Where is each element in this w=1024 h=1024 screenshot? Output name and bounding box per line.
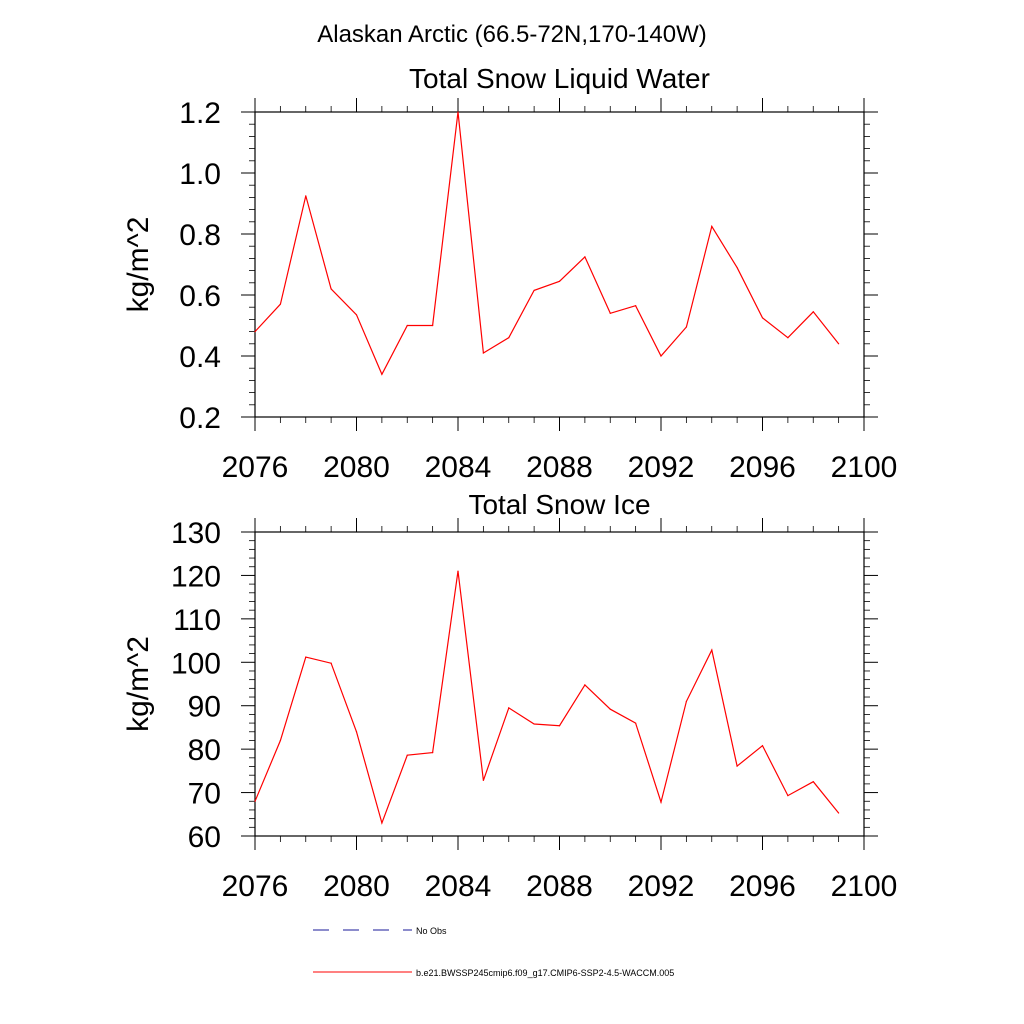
- x-tick-label: 2080: [323, 451, 390, 484]
- y-tick-label: 0.4: [179, 341, 221, 374]
- y-tick-label: 90: [188, 691, 221, 724]
- data-point: [761, 745, 764, 747]
- y-tick-label: 0.6: [179, 280, 221, 313]
- data-point: [432, 324, 434, 327]
- y-tick-label: 120: [171, 560, 221, 593]
- data-point: [254, 800, 256, 802]
- y-axis-label: kg/m^2: [122, 217, 155, 313]
- data-point: [736, 266, 738, 269]
- data-point: [635, 722, 637, 724]
- x-tick-label: 2076: [222, 870, 289, 903]
- data-point: [609, 312, 611, 314]
- chart-panel-1: Total Snow Liquid Water kg/m^2 2076 2080 208…: [122, 63, 897, 484]
- data-point: [838, 812, 840, 814]
- data-point: [660, 801, 662, 803]
- data-point: [482, 352, 484, 354]
- panels: Total Snow Liquid Water kg/m^2 2076 2080 208…: [122, 63, 897, 903]
- chart-panel-2: Total Snow Ice kg/m^2 2076 2080 2084 2088 2092…: [122, 489, 897, 903]
- data-point: [787, 795, 789, 797]
- data-point: [736, 765, 738, 767]
- x-tick-label: 2084: [425, 870, 492, 903]
- x-tick-label: 2076: [222, 451, 289, 484]
- data-point: [279, 303, 281, 305]
- series-line-1: [254, 111, 840, 376]
- data-point: [355, 314, 358, 316]
- y-tick-label: 80: [188, 734, 221, 767]
- data-point: [711, 225, 713, 227]
- x-tick-label: 2088: [526, 451, 593, 484]
- y-tick-label: 100: [171, 647, 221, 680]
- x-tick-label: 2088: [526, 870, 593, 903]
- x-tick-label: 2084: [425, 451, 492, 484]
- data-point: [584, 256, 586, 258]
- data-point: [558, 280, 561, 282]
- figure-suptitle: Alaskan Arctic (66.5-72N,170-140W): [317, 21, 707, 48]
- data-point: [305, 195, 307, 197]
- data-point: [406, 324, 408, 327]
- data-point: [533, 723, 535, 725]
- chart-title: Total Snow Ice: [468, 489, 650, 520]
- data-point: [787, 337, 789, 339]
- data-point: [584, 684, 586, 686]
- data-point: [279, 739, 281, 742]
- data-point: [508, 337, 510, 339]
- y-tick-label: 0.2: [179, 402, 221, 435]
- data-point: [660, 355, 662, 357]
- y-tick-label: 1.0: [179, 158, 221, 191]
- data-point: [685, 700, 687, 702]
- legend: No Obs b.e21.BWSSP245cmip6.f09_g17.CMIP6-…: [313, 926, 674, 978]
- plot-frame: [254, 531, 865, 837]
- data-point: [330, 662, 332, 664]
- y-tick-label: 1.2: [179, 97, 221, 130]
- series-line-1: [254, 571, 840, 825]
- y-tick-label: 60: [188, 821, 221, 854]
- data-point: [609, 708, 611, 710]
- plot-frame: [254, 111, 865, 418]
- data-point: [711, 649, 713, 651]
- legend-label-1: No Obs: [416, 926, 447, 936]
- x-tick-label: 2100: [831, 870, 898, 903]
- data-point: [406, 754, 408, 756]
- x-tick-label: 2092: [628, 451, 695, 484]
- data-point: [508, 707, 510, 709]
- data-point: [254, 331, 256, 333]
- x-tick-label: 2080: [323, 870, 390, 903]
- data-point: [482, 779, 484, 782]
- y-axis-label: kg/m^2: [122, 636, 155, 732]
- x-tick-label: 2096: [729, 451, 796, 484]
- data-point: [457, 570, 459, 572]
- data-point: [381, 822, 383, 824]
- x-tick-label: 2092: [628, 870, 695, 903]
- y-tick-label: 130: [171, 517, 221, 550]
- data-point: [355, 731, 358, 733]
- data-point: [330, 288, 332, 290]
- y-tick-label: 0.8: [179, 219, 221, 252]
- data-point: [432, 752, 434, 754]
- legend-label-2: b.e21.BWSSP245cmip6.f09_g17.CMIP6-SSP2-4…: [416, 968, 674, 978]
- data-point: [635, 305, 637, 307]
- data-point: [838, 343, 840, 345]
- data-point: [812, 311, 814, 313]
- data-point: [812, 781, 814, 783]
- data-point: [381, 373, 383, 375]
- chart-title: Total Snow Liquid Water: [409, 63, 710, 94]
- y-tick-label: 70: [188, 778, 221, 811]
- x-tick-label: 2100: [831, 451, 898, 484]
- data-point: [761, 317, 764, 319]
- data-point: [305, 656, 307, 658]
- x-tick-label: 2096: [729, 870, 796, 903]
- data-point: [685, 326, 687, 328]
- data-point: [533, 289, 535, 292]
- data-point: [558, 725, 561, 727]
- data-point: [457, 111, 459, 113]
- y-tick-label: 110: [173, 604, 221, 637]
